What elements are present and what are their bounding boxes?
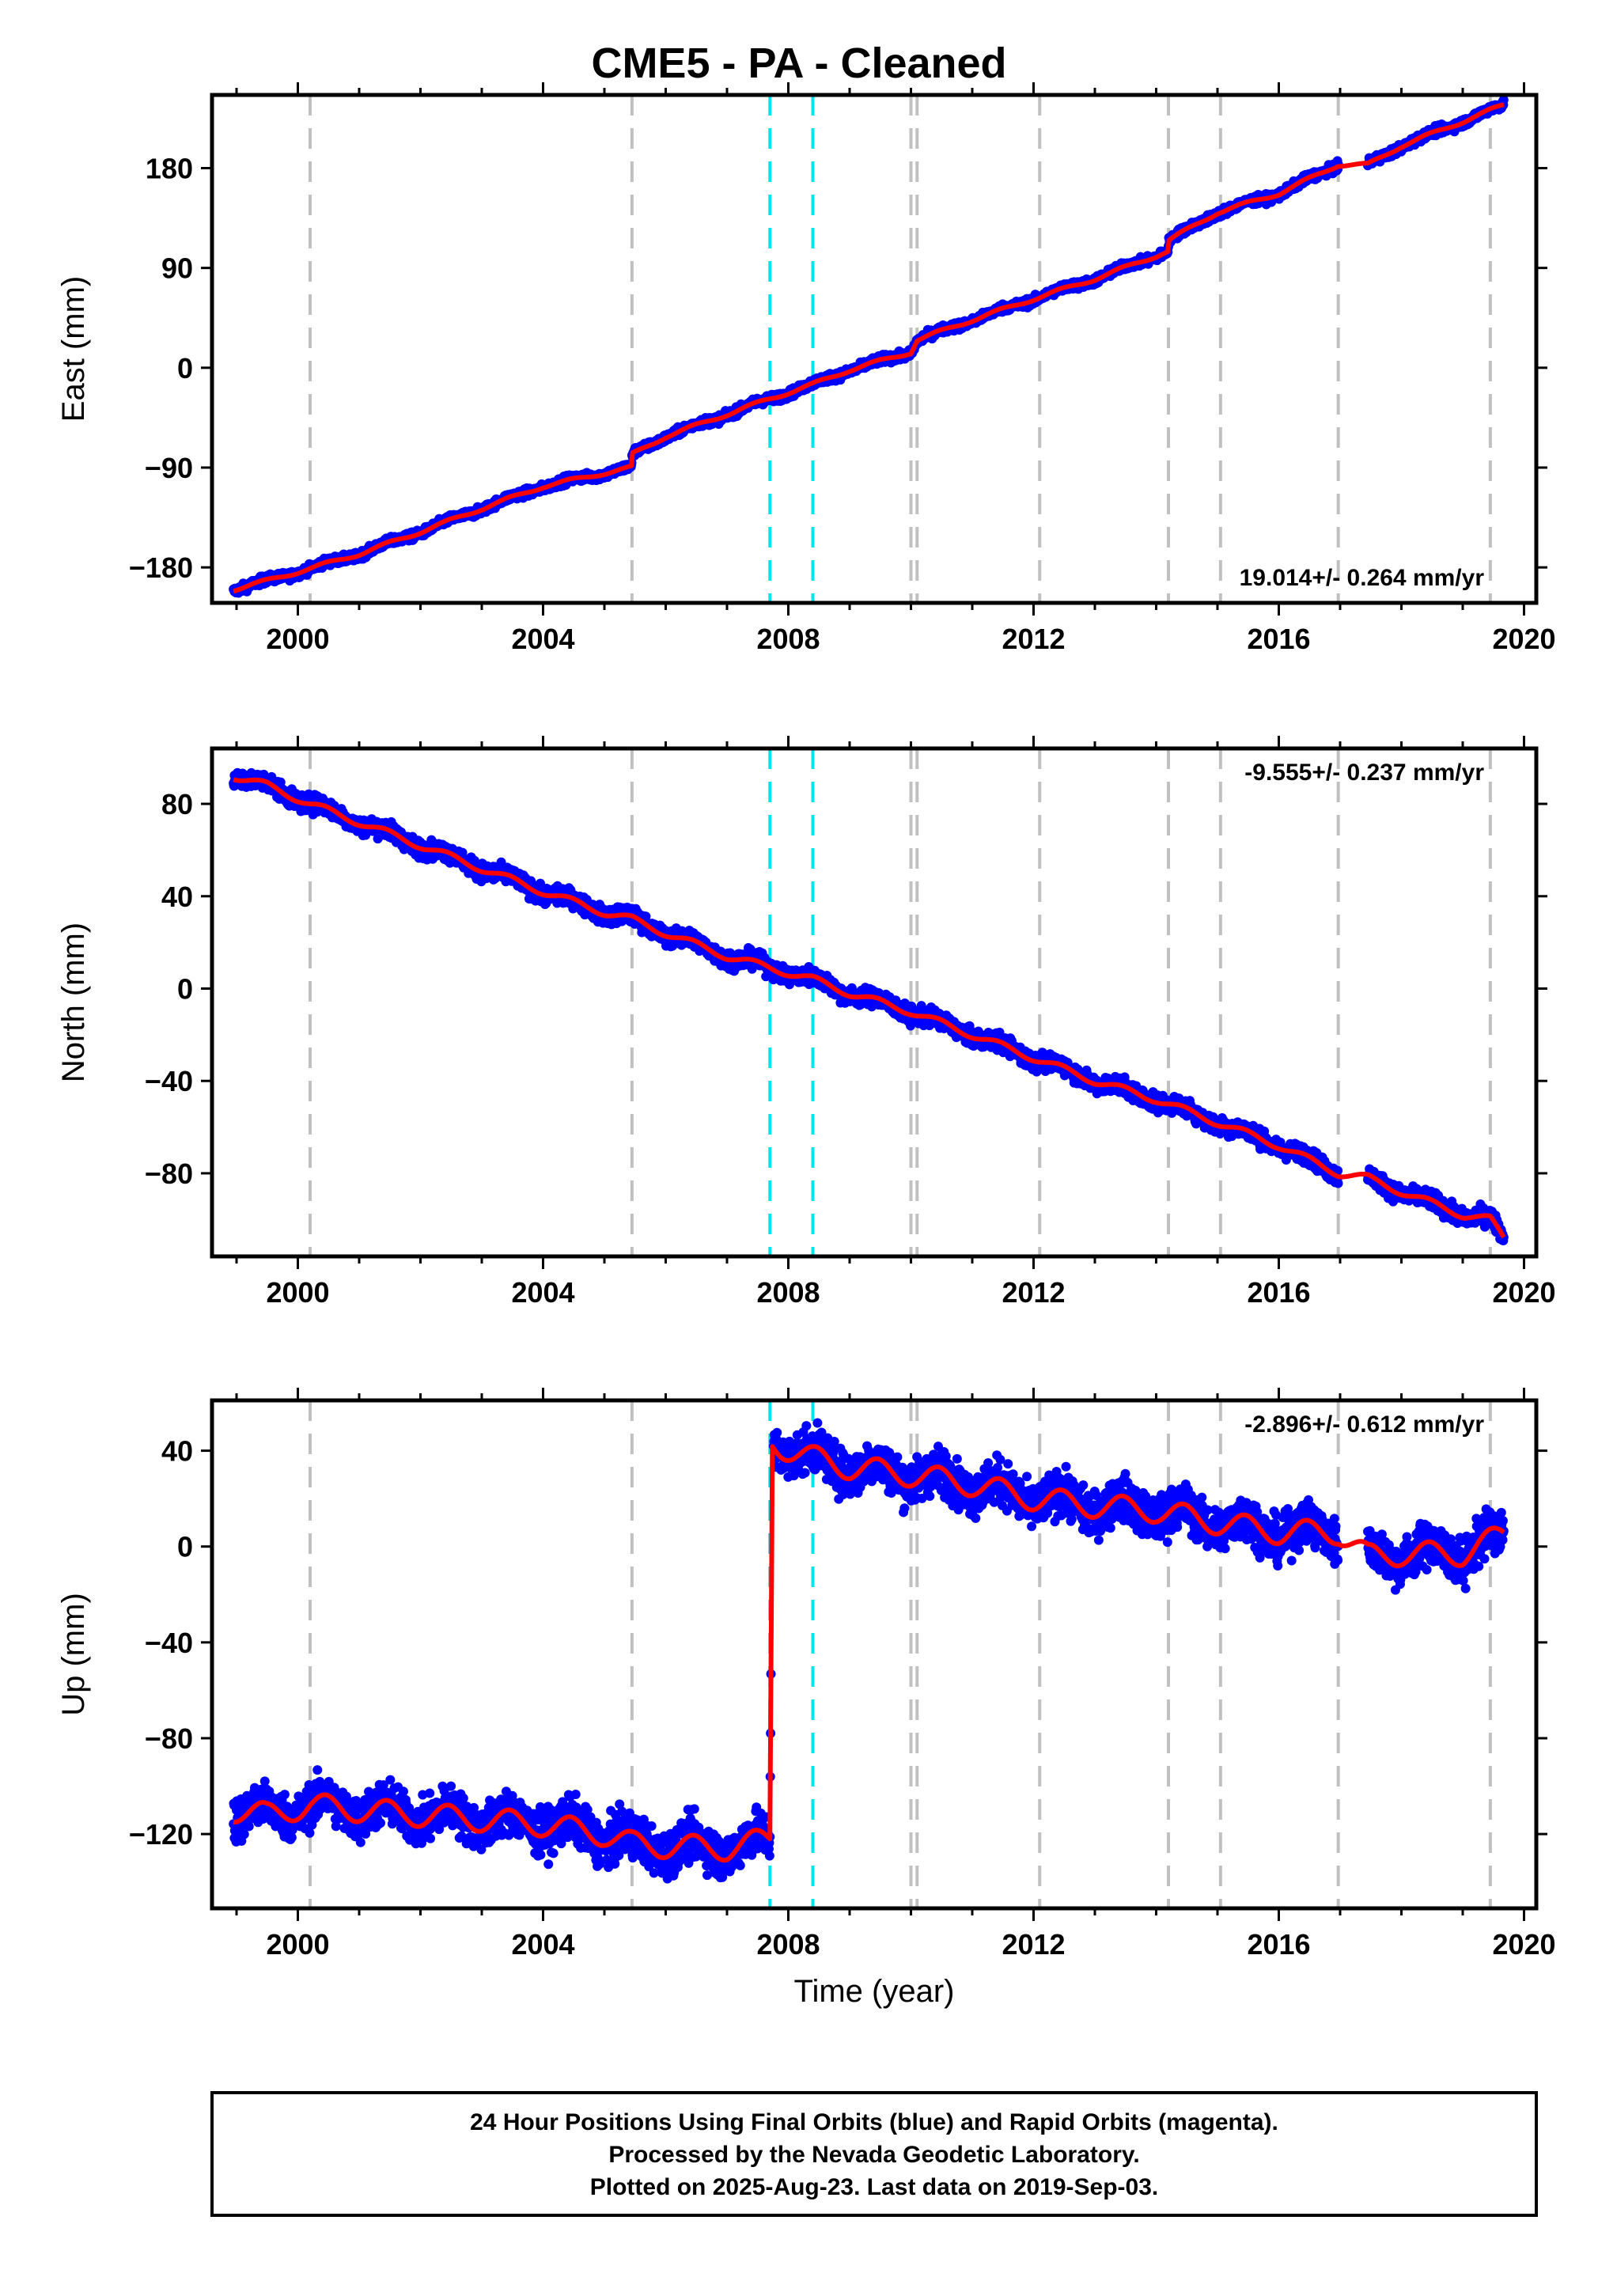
- y-tick-label: 90: [161, 252, 193, 285]
- x-tick-label: 2012: [1002, 623, 1065, 655]
- figure-title: CME5 - PA - Cleaned: [591, 40, 1006, 87]
- east-model-line: [231, 102, 1506, 594]
- east-y-axis-label: East (mm): [56, 276, 91, 422]
- x-tick-label: 2000: [266, 623, 329, 655]
- y-tick-label: −90: [145, 452, 193, 484]
- north-plot-area: [229, 748, 1509, 1256]
- x-tick-label: 2004: [511, 623, 574, 655]
- east-panel: −180 −90 0 90 180 2000 2004 2008 2012 2016 2020 Eas…: [56, 82, 1556, 655]
- north-daily-points: [229, 767, 1509, 1246]
- y-tick-label: 0: [177, 352, 193, 385]
- east-daily-points: [229, 95, 1509, 598]
- east-rate-label: 19.014+/- 0.264 mm/yr: [1240, 565, 1485, 591]
- x-tick-label: 2008: [756, 623, 820, 655]
- y-tick-label: −180: [129, 551, 193, 584]
- y-tick-label: 180: [146, 153, 193, 185]
- x-tick-label: 2016: [1247, 623, 1310, 655]
- x-tick-label: 2020: [1492, 623, 1555, 655]
- east-plot-area: [229, 95, 1509, 603]
